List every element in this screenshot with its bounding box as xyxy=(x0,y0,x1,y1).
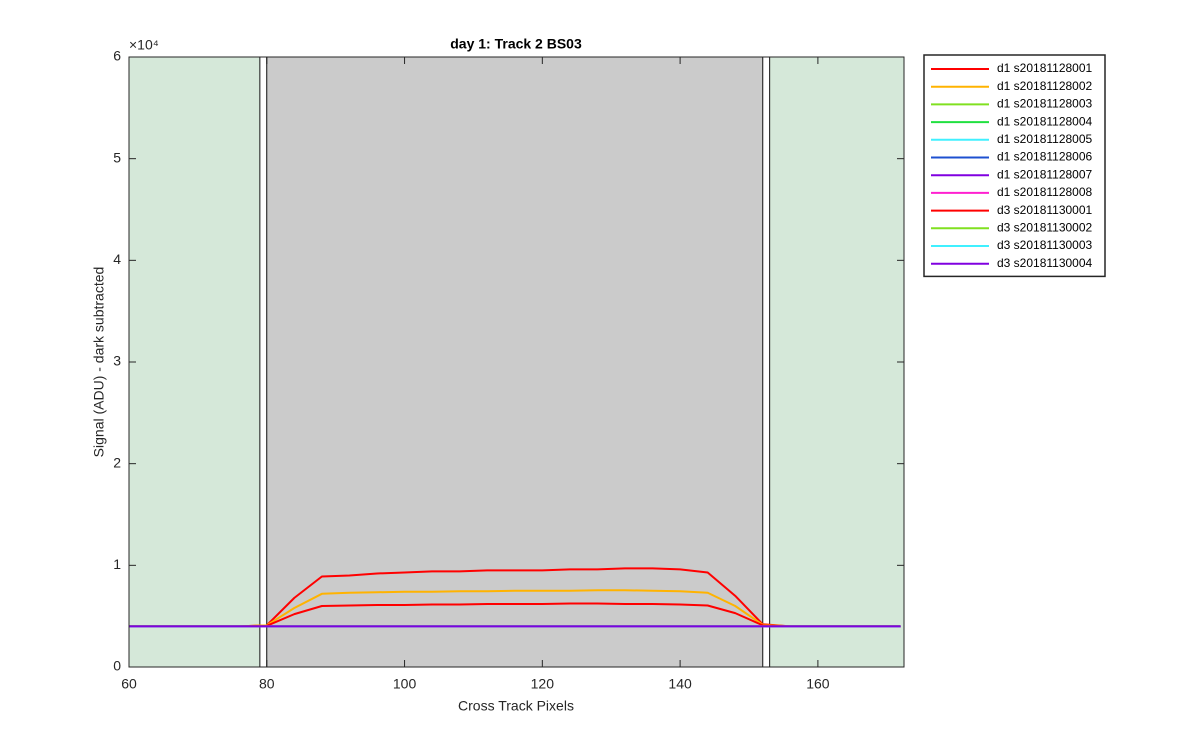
legend-label: d1 s20181128003 xyxy=(997,97,1093,111)
y-tick-label: 1 xyxy=(113,556,121,572)
legend-label: d3 s20181130004 xyxy=(997,256,1093,270)
y-axis-label: Signal (ADU) - dark subtracted xyxy=(91,267,107,458)
y-tick-label: 3 xyxy=(113,353,121,369)
x-axis-label: Cross Track Pixels xyxy=(458,698,574,714)
region xyxy=(762,56,771,668)
y-tick-label: 6 xyxy=(113,48,121,64)
y-tick-label: 0 xyxy=(113,658,121,674)
region xyxy=(128,56,261,668)
x-tick-label: 80 xyxy=(259,676,275,692)
legend-label: d1 s20181128004 xyxy=(997,114,1093,128)
legend-label: d1 s20181128006 xyxy=(997,150,1093,164)
legend-label: d1 s20181128007 xyxy=(997,167,1093,181)
x-tick-label: 60 xyxy=(121,676,137,692)
legend-label: d3 s20181130002 xyxy=(997,220,1093,234)
region xyxy=(266,56,764,668)
legend-label: d1 s20181128001 xyxy=(997,61,1093,75)
legend-label: d1 s20181128005 xyxy=(997,132,1093,146)
x-tick-label: 140 xyxy=(668,676,692,692)
y-tick-label: 4 xyxy=(113,251,121,267)
y-tick-label: 2 xyxy=(113,454,121,470)
legend-box xyxy=(923,54,1106,278)
legend-label: d1 s20181128002 xyxy=(997,79,1093,93)
legend-label: d1 s20181128008 xyxy=(997,185,1093,199)
x-tick-label: 100 xyxy=(393,676,417,692)
legend-label: d3 s20181130001 xyxy=(997,203,1093,217)
y-exponent: ×10⁴ xyxy=(129,37,159,53)
region xyxy=(769,56,905,668)
y-tick-label: 5 xyxy=(113,149,121,165)
axes-box xyxy=(128,56,905,668)
legend-label: d3 s20181130003 xyxy=(997,238,1093,252)
x-tick-label: 120 xyxy=(531,676,555,692)
chart-title: day 1: Track 2 BS03 xyxy=(450,36,582,52)
x-tick-label: 160 xyxy=(806,676,830,692)
region xyxy=(259,56,268,668)
